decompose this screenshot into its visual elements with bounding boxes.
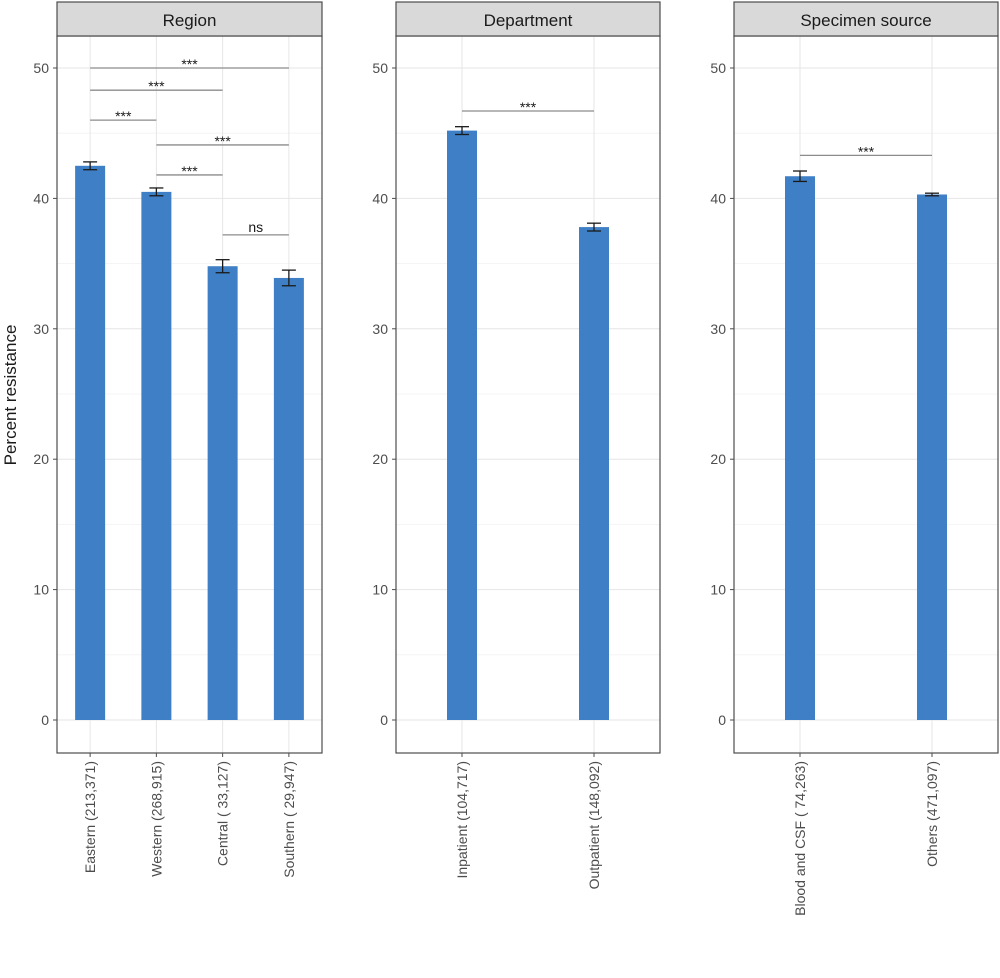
- y-tick-label: 0: [718, 712, 726, 728]
- y-tick-label: 10: [372, 582, 388, 598]
- strip-background: [395, 1, 661, 37]
- x-tick-label: Others (471,097): [924, 761, 940, 867]
- strip-title: Department: [484, 11, 573, 30]
- bar: [917, 194, 947, 720]
- bar: [273, 277, 304, 720]
- x-tick-label: Southern ( 29,947): [281, 761, 297, 878]
- panel-2: *** Department 0 10 20 30 40 50 Inpatient (104,7…: [372, 1, 661, 889]
- significance-label: ***: [181, 163, 198, 179]
- x-tick-label: Blood and CSF ( 74,263): [792, 761, 808, 916]
- y-tick-label: 10: [710, 582, 726, 598]
- y-tick-label: 20: [372, 451, 388, 467]
- significance-label: ***: [148, 78, 165, 94]
- bar: [207, 266, 238, 720]
- significance-label: ***: [858, 143, 875, 159]
- strip-title: Region: [163, 11, 217, 30]
- significance-label: ***: [214, 133, 231, 149]
- significance-label: ns: [248, 219, 263, 235]
- y-tick-label: 0: [41, 712, 49, 728]
- y-tick-label: 30: [372, 321, 388, 337]
- panel-3: *** Specimen source 0 10 20 30 40 50 Blood and C…: [710, 1, 999, 916]
- significance-label: ***: [520, 99, 537, 115]
- y-tick-label: 20: [710, 451, 726, 467]
- y-tick-label: 50: [710, 60, 726, 76]
- y-tick-label: 50: [372, 60, 388, 76]
- strip-background: [733, 1, 999, 37]
- x-tick-label: Central ( 33,127): [215, 761, 231, 866]
- y-tick-label: 30: [33, 321, 49, 337]
- x-tick-label: Outpatient (148,092): [586, 761, 602, 889]
- x-tick-label: Eastern (213,371): [82, 761, 98, 873]
- y-tick-label: 10: [33, 582, 49, 598]
- strip-title: Specimen source: [800, 11, 931, 30]
- y-tick-label: 40: [710, 190, 726, 206]
- bar: [447, 130, 477, 721]
- panel-background: [396, 36, 660, 753]
- y-tick-label: 0: [380, 712, 388, 728]
- y-tick-label: 30: [710, 321, 726, 337]
- strip-background: [56, 1, 323, 37]
- y-tick-label: 20: [33, 451, 49, 467]
- x-tick-label: Western (268,915): [148, 761, 164, 877]
- bar: [75, 165, 106, 721]
- y-tick-label: 40: [372, 190, 388, 206]
- significance-label: ***: [181, 56, 198, 72]
- significance-label: ***: [115, 108, 132, 124]
- x-tick-label: Inpatient (104,717): [454, 761, 470, 879]
- y-tick-label: 40: [33, 190, 49, 206]
- y-axis-label: Percent resistance: [1, 325, 20, 466]
- panel-1: *** *** *** *** *** ns Region 0 10 20 30 40 50 Easter…: [33, 1, 323, 878]
- bar: [579, 227, 609, 720]
- bar: [141, 191, 172, 720]
- bar: [785, 176, 815, 720]
- y-tick-label: 50: [33, 60, 49, 76]
